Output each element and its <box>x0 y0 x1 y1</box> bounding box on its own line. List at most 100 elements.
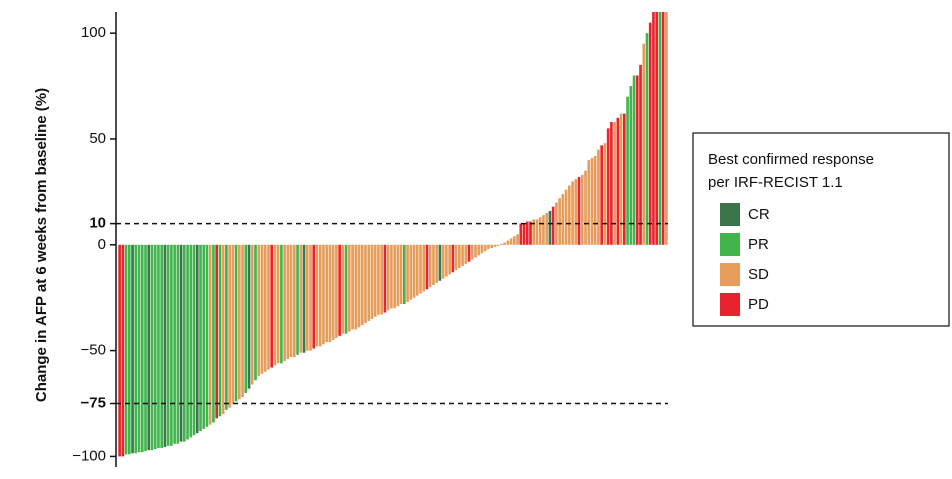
bar <box>496 244 500 246</box>
bar <box>131 244 134 454</box>
bar <box>629 86 633 245</box>
bar <box>189 244 193 438</box>
legend-swatch <box>720 233 740 256</box>
bar <box>652 12 655 245</box>
bar <box>238 244 241 400</box>
bar <box>613 122 616 245</box>
bar <box>186 244 189 440</box>
bar <box>377 244 380 315</box>
bar <box>270 244 274 368</box>
bar <box>218 244 222 417</box>
bar <box>661 12 665 245</box>
bar <box>441 244 445 279</box>
legend-label: SD <box>748 266 769 283</box>
legend-swatch <box>720 203 740 226</box>
bar <box>354 244 358 330</box>
bar <box>137 244 141 453</box>
bar <box>458 244 461 269</box>
bar <box>448 244 451 275</box>
bar <box>344 244 348 334</box>
bar <box>474 244 477 258</box>
bar <box>597 149 600 245</box>
bar <box>163 244 167 447</box>
bar <box>658 12 662 245</box>
bar <box>532 219 536 245</box>
bar <box>425 244 429 290</box>
bar <box>548 210 552 245</box>
bar <box>351 244 354 330</box>
bar <box>645 33 649 245</box>
legend-label: PR <box>748 236 769 253</box>
bar <box>639 64 642 245</box>
bar <box>432 244 435 285</box>
bar <box>542 215 545 245</box>
bar <box>648 22 652 245</box>
bar <box>467 244 471 262</box>
bar <box>157 244 160 448</box>
y-tick-label: −75 <box>81 394 106 411</box>
bar <box>399 244 403 305</box>
bar <box>221 244 225 415</box>
bar <box>225 244 228 410</box>
bar <box>470 244 474 260</box>
bar <box>309 244 312 351</box>
bar <box>150 244 154 451</box>
bar <box>370 244 374 319</box>
bar <box>302 244 306 353</box>
y-tick-label: −100 <box>72 447 106 464</box>
bar <box>121 244 125 457</box>
bar <box>525 221 529 245</box>
bar <box>144 244 147 452</box>
legend-swatch <box>720 293 740 316</box>
bar <box>516 234 519 245</box>
legend-swatch <box>720 263 740 286</box>
bar <box>422 244 426 292</box>
bar <box>415 244 419 296</box>
legend-title: Best confirmed response <box>708 151 874 168</box>
bar <box>480 244 484 254</box>
bar <box>500 243 503 245</box>
bar <box>212 244 215 423</box>
bar <box>179 244 183 442</box>
bar <box>529 221 532 245</box>
bar <box>338 244 341 336</box>
bar <box>483 244 487 252</box>
bar <box>208 244 212 425</box>
bar <box>383 244 387 313</box>
bar <box>205 244 209 427</box>
bar <box>166 244 170 446</box>
bar <box>244 244 248 393</box>
bar <box>487 244 490 250</box>
bar <box>293 244 296 357</box>
bar <box>276 244 280 364</box>
bar <box>241 244 244 398</box>
bar <box>577 177 581 245</box>
bar <box>522 223 526 245</box>
bar <box>124 244 128 455</box>
bar <box>393 244 396 309</box>
bar <box>623 113 626 245</box>
bar <box>574 179 578 245</box>
y-tick-label: 10 <box>89 215 106 232</box>
bar <box>318 244 322 347</box>
bar <box>568 185 571 245</box>
y-tick-label: 100 <box>81 24 106 41</box>
bar <box>296 244 299 355</box>
bar <box>234 244 238 402</box>
legend-title: per IRF-RECIST 1.1 <box>708 174 843 191</box>
bar <box>215 244 219 419</box>
bar <box>299 244 303 353</box>
bar <box>312 244 316 349</box>
bar <box>315 244 319 347</box>
bar <box>451 244 455 273</box>
bar <box>199 244 202 432</box>
bar <box>584 170 587 245</box>
bar <box>195 244 199 434</box>
bar <box>506 240 510 245</box>
bar <box>228 244 231 408</box>
bar <box>428 244 432 288</box>
bar <box>587 160 591 245</box>
bar <box>173 244 176 444</box>
y-tick-label: 50 <box>89 130 106 147</box>
bar <box>250 244 254 385</box>
